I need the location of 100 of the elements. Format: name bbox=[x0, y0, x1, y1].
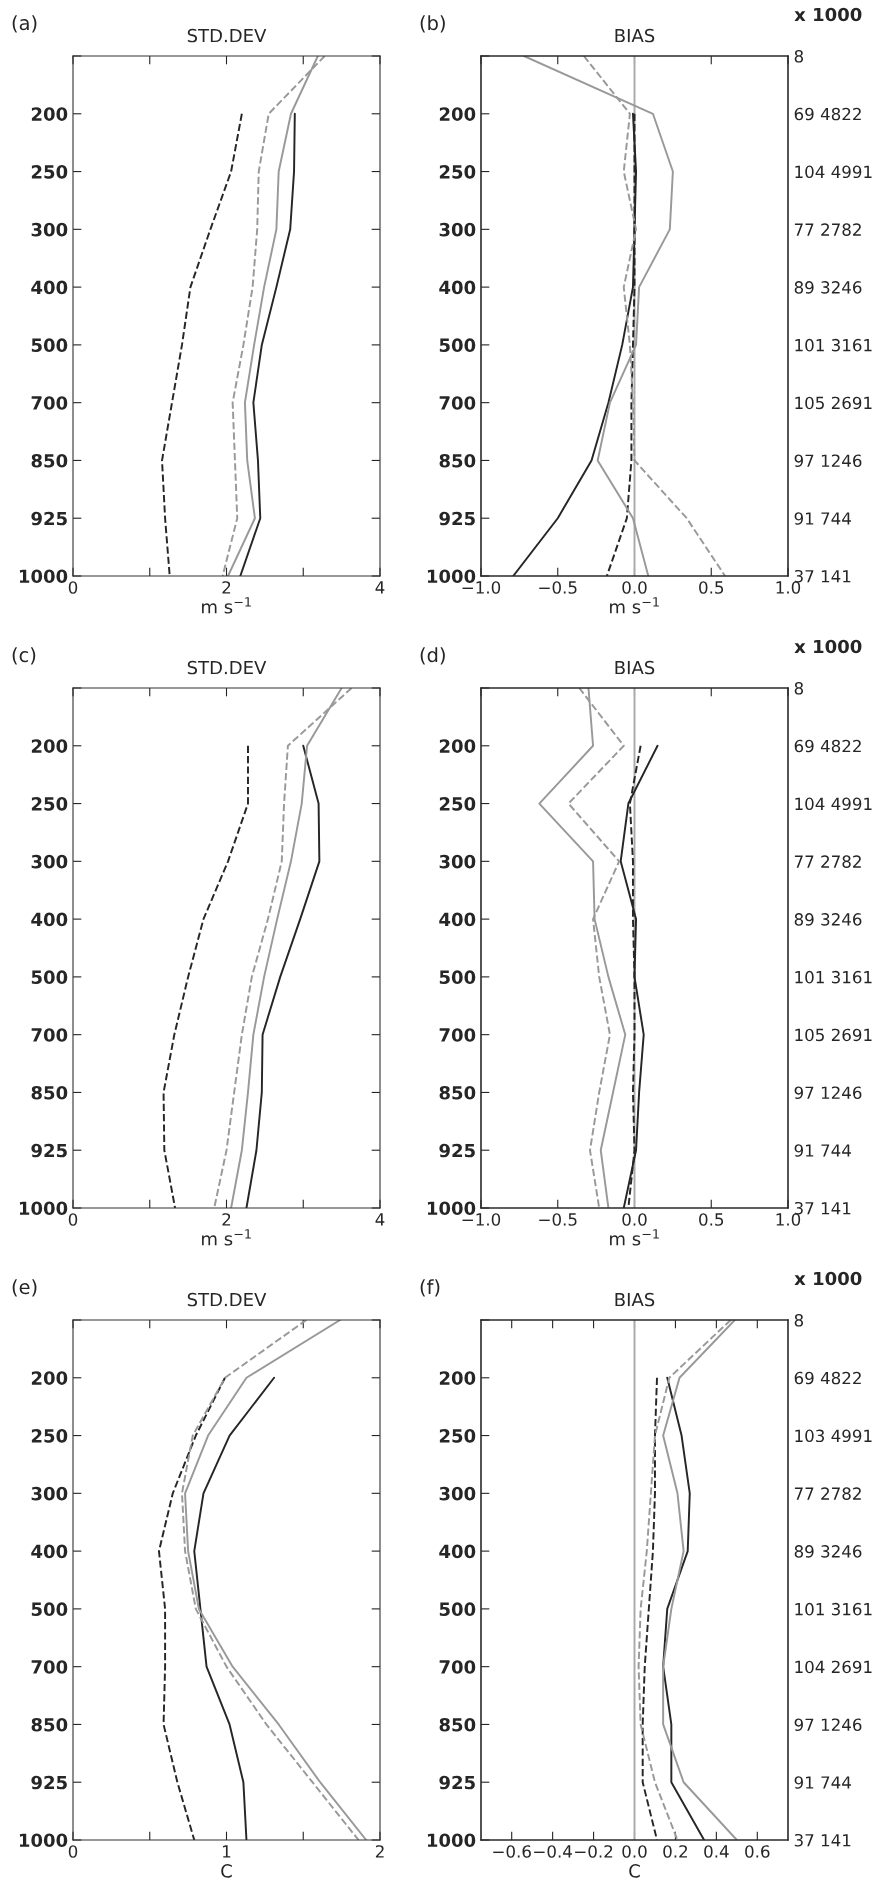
x-tick-label: −1.0 bbox=[462, 1213, 501, 1226]
x-tick-label: 0 bbox=[68, 1213, 78, 1226]
y2-tick-label: 101 3161 bbox=[795, 338, 872, 352]
y-tick-label: 400 bbox=[439, 1544, 476, 1559]
y-tick-label: 300 bbox=[31, 854, 68, 869]
y2-tick-label: 37 141 bbox=[794, 1833, 851, 1847]
y-tick-label: 200 bbox=[439, 1371, 476, 1385]
y-tick-label: 1000 bbox=[427, 1833, 476, 1848]
y-tick-label: 925 bbox=[439, 1143, 475, 1158]
x-tick-label: 2 bbox=[375, 1845, 384, 1858]
x-tick-label: 4 bbox=[375, 581, 385, 594]
chart-title: BIAS bbox=[615, 660, 655, 675]
y-tick-label: 1000 bbox=[19, 569, 68, 584]
y2-tick-label: 103 4991 bbox=[795, 1429, 872, 1443]
y-tick-label: 400 bbox=[31, 280, 68, 295]
y2-tick-label: 91 744 bbox=[794, 512, 851, 525]
y2-tick-label: 97 1246 bbox=[794, 1718, 862, 1732]
x-tick-label: 0.0 bbox=[622, 1845, 647, 1858]
x-tick-label: −0.5 bbox=[539, 581, 577, 594]
y-tick-label: 700 bbox=[439, 1028, 476, 1042]
x-tick-label: 0.0 bbox=[622, 1213, 647, 1226]
y-tick-label: 400 bbox=[439, 280, 476, 295]
y2-tick-label: 89 3246 bbox=[794, 1545, 862, 1558]
y-tick-label: 850 bbox=[439, 453, 476, 468]
chart-title: BIAS bbox=[615, 28, 655, 43]
y2-tick-label: 37 141 bbox=[794, 569, 851, 583]
x-tick-label: 0 bbox=[68, 1845, 78, 1858]
y2-tick-label: 105 2691 bbox=[795, 1028, 872, 1042]
y-tick-label: 1000 bbox=[427, 1201, 476, 1216]
y-tick-label: 1000 bbox=[427, 569, 476, 584]
y2-tick-label: 8 bbox=[794, 681, 804, 695]
x-axis-title: m s$^{−1}$ bbox=[202, 597, 251, 614]
y-tick-label: 850 bbox=[31, 1717, 68, 1732]
y-tick-label: 200 bbox=[439, 739, 476, 753]
y-tick-label: 250 bbox=[439, 165, 476, 179]
y2-tick-label: 97 1246 bbox=[794, 1086, 862, 1100]
y2-tick-label: 91 744 bbox=[794, 1144, 851, 1157]
x-axis-title: m s$^{−1}$ bbox=[610, 597, 659, 614]
y2-tick-label: 101 3161 bbox=[795, 1602, 872, 1616]
y2-tick-label: 104 4991 bbox=[795, 797, 872, 811]
x-tick-label: −0.6 bbox=[493, 1845, 531, 1858]
y-tick-label: 400 bbox=[31, 912, 68, 927]
x-tick-label: −0.4 bbox=[534, 1845, 572, 1858]
y-tick-label: 200 bbox=[31, 1371, 68, 1385]
y2-tick-label: 77 2782 bbox=[794, 855, 861, 868]
y-tick-label: 300 bbox=[439, 854, 476, 869]
text: x 1000 bbox=[794, 7, 862, 22]
x-axis-title: C bbox=[629, 1864, 640, 1878]
y-tick-label: 925 bbox=[439, 511, 475, 526]
y2-tick-label: 69 4822 bbox=[794, 1371, 861, 1385]
y-tick-label: 250 bbox=[31, 1429, 68, 1443]
y2-tick-label: 37 141 bbox=[794, 1201, 851, 1215]
y-tick-label: 250 bbox=[439, 1429, 476, 1443]
text: x 1000 bbox=[794, 639, 862, 654]
y-tick-label: 850 bbox=[31, 453, 68, 468]
y-tick-label: 925 bbox=[31, 1775, 67, 1790]
y-tick-label: 700 bbox=[439, 1660, 476, 1674]
y2-tick-label: 89 3246 bbox=[794, 281, 862, 294]
y-tick-label: 500 bbox=[439, 1602, 476, 1617]
y2-tick-label: 8 bbox=[794, 1313, 804, 1327]
y-tick-label: 925 bbox=[31, 1143, 67, 1158]
x-axis-title: m s$^{−1}$ bbox=[202, 1229, 251, 1246]
chart-title: STD.DEV bbox=[187, 28, 267, 43]
y-tick-label: 300 bbox=[439, 222, 476, 237]
y-tick-label: 500 bbox=[31, 970, 68, 985]
y-tick-label: 1000 bbox=[19, 1201, 68, 1216]
y-tick-label: 500 bbox=[439, 338, 476, 353]
y2-tick-label: 77 2782 bbox=[794, 1487, 861, 1500]
y-tick-label: 200 bbox=[439, 107, 476, 121]
y-tick-label: 400 bbox=[31, 1544, 68, 1559]
x-tick-label: 0.5 bbox=[699, 581, 724, 594]
y-tick-label: 250 bbox=[31, 165, 68, 179]
x-tick-label: 0 bbox=[68, 581, 78, 594]
y-tick-label: 250 bbox=[439, 797, 476, 811]
y2-tick-label: 69 4822 bbox=[794, 107, 861, 121]
x-tick-label: −0.5 bbox=[539, 1213, 577, 1226]
x-tick-label: −0.2 bbox=[575, 1845, 613, 1858]
x-tick-label: 0.4 bbox=[704, 1845, 729, 1858]
text: (a) bbox=[12, 15, 37, 33]
x-tick-label: 4 bbox=[375, 1213, 385, 1226]
chart-title: BIAS bbox=[615, 1292, 655, 1307]
y2-tick-label: 104 4991 bbox=[795, 165, 872, 179]
chart-title: STD.DEV bbox=[187, 1292, 267, 1307]
y-tick-label: 700 bbox=[31, 396, 68, 410]
x-tick-label: 1 bbox=[223, 1845, 231, 1858]
x-tick-label: 0.6 bbox=[745, 1845, 770, 1858]
text: (e) bbox=[12, 1279, 37, 1297]
y-tick-label: 700 bbox=[31, 1028, 68, 1042]
text: (c) bbox=[12, 647, 36, 665]
y2-tick-label: 104 2691 bbox=[795, 1660, 872, 1674]
y-tick-label: 850 bbox=[439, 1717, 476, 1732]
x-tick-label: 1.0 bbox=[776, 581, 801, 594]
y-tick-label: 700 bbox=[31, 1660, 68, 1674]
y2-tick-label: 89 3246 bbox=[794, 913, 862, 926]
x-tick-label: 0.5 bbox=[699, 1213, 724, 1226]
y-tick-label: 500 bbox=[31, 338, 68, 353]
y-tick-label: 500 bbox=[31, 1602, 68, 1617]
x-axis-title: C bbox=[221, 1864, 232, 1878]
y-tick-label: 1000 bbox=[19, 1833, 68, 1848]
y2-tick-label: 105 2691 bbox=[795, 396, 872, 410]
